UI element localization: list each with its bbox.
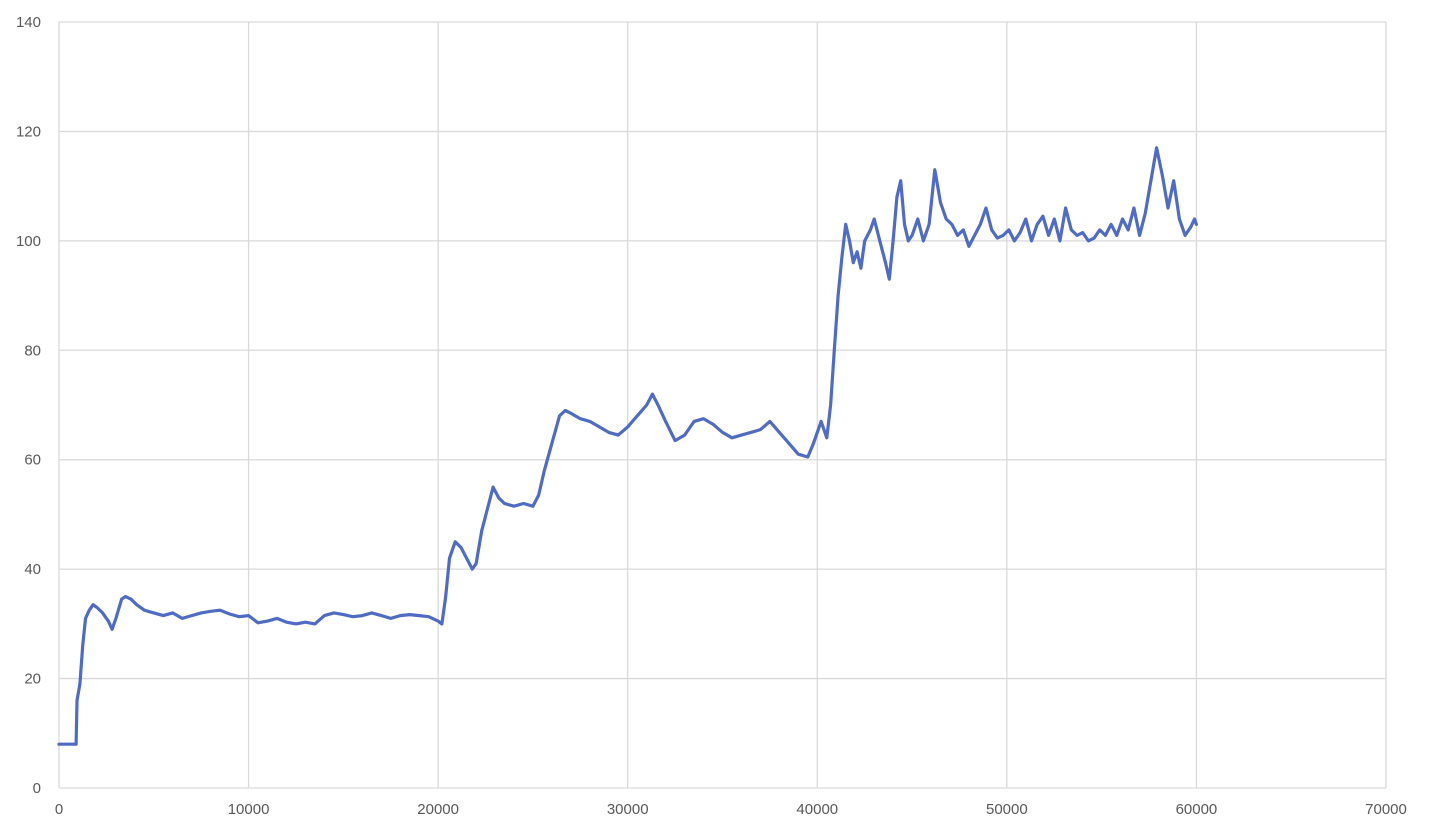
x-tick-label-40000: 40000: [796, 801, 838, 818]
y-tick-label-140: 140: [16, 14, 41, 31]
x-axis-tick-labels: 0 10000 20000 30000 40000 50000 60000 70000: [55, 801, 1407, 818]
y-axis-tick-labels: 0 20 40 60 80 100 120 140: [16, 14, 41, 797]
y-tick-label-100: 100: [16, 233, 41, 250]
x-tick-label-70000: 70000: [1365, 801, 1407, 818]
y-tick-label-60: 60: [24, 452, 41, 469]
x-tick-label-20000: 20000: [417, 801, 459, 818]
series-layer: [57, 146, 1198, 746]
x-tick-label-0: 0: [55, 801, 63, 818]
x-tick-label-60000: 60000: [1176, 801, 1218, 818]
x-tick-label-30000: 30000: [607, 801, 649, 818]
gridlines: [58, 21, 1387, 789]
x-tick-label-10000: 10000: [228, 801, 270, 818]
y-tick-label-80: 80: [24, 342, 41, 359]
y-tick-label-40: 40: [24, 561, 41, 578]
y-tick-label-0: 0: [33, 780, 41, 797]
y-tick-label-120: 120: [16, 123, 41, 140]
series-line-0: [57, 146, 1198, 746]
x-tick-label-50000: 50000: [986, 801, 1028, 818]
y-tick-label-20: 20: [24, 671, 41, 688]
